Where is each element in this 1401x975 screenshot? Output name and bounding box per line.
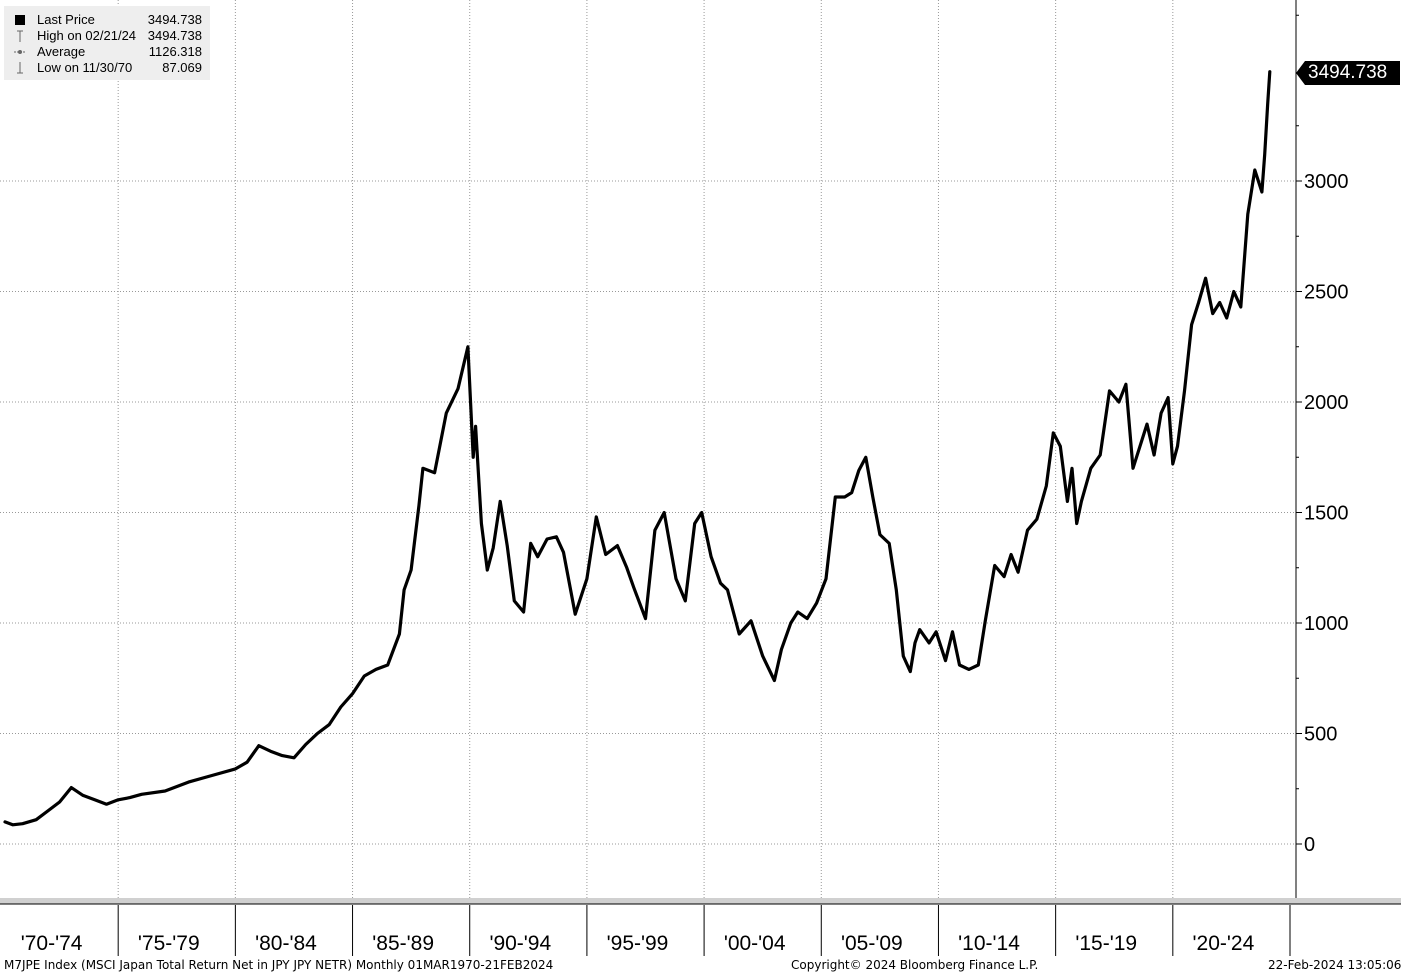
y-tick-label: 2500 — [1304, 282, 1349, 304]
x-tick-label: '80-'84 — [255, 932, 317, 955]
x-tick-label: '10-'14 — [958, 932, 1020, 955]
legend-value: 3494.738 — [147, 12, 202, 27]
legend: Last Price 3494.738 High on 02/21/24 349… — [4, 6, 210, 80]
series-line[interactable] — [3, 70, 1272, 827]
x-tick-label: '70-'74 — [21, 932, 83, 955]
high-marker-icon — [17, 30, 23, 42]
legend-value: 3494.738 — [147, 28, 202, 43]
y-tick-label: 3000 — [1304, 171, 1349, 193]
y-tick-labels: 0 500 1000 1500 2000 2500 3000 — [1304, 171, 1349, 856]
x-tick-label: '05-'09 — [841, 932, 903, 955]
y-tick-label: 0 — [1304, 834, 1315, 856]
footer-right: 22-Feb-2024 13:05:06 — [1268, 958, 1401, 972]
y-tick-label: 1500 — [1304, 503, 1349, 525]
x-tick-label: '95-'99 — [607, 932, 669, 955]
tag-shape-icon — [1296, 61, 1400, 85]
legend-value: 1126.318 — [148, 44, 202, 59]
last-price-tag: 3494.738 — [1296, 60, 1400, 86]
y-tick-label: 2000 — [1304, 392, 1349, 414]
legend-item-last-price[interactable]: Last Price 3494.738 — [4, 12, 210, 28]
x-tick-label: '90-'94 — [489, 932, 551, 955]
last-price-tag-value: 3494.738 — [1308, 62, 1388, 83]
legend-item-low[interactable]: Low on 11/30/70 87.069 — [4, 60, 210, 76]
x-tick-label: '15-'19 — [1075, 932, 1137, 955]
legend-value: 87.069 — [162, 60, 202, 75]
legend-label: Average — [37, 44, 86, 59]
x-tick-label: '20-'24 — [1193, 932, 1255, 955]
legend-label: High on 02/21/24 — [37, 28, 137, 43]
legend-label: Low on 11/30/70 — [37, 60, 133, 75]
low-marker-icon — [17, 62, 23, 74]
legend-item-average[interactable]: Average 1126.318 — [4, 44, 210, 60]
footer-left: M7JPE Index (MSCI Japan Total Return Net… — [4, 958, 554, 972]
series-layer — [3, 70, 1272, 827]
x-tick-labels: '70-'74 '75-'79 '80-'84 '85-'89 '90-'94 '95-'… — [21, 932, 1255, 955]
footer-center: Copyright© 2024 Bloomberg Finance L.P. — [791, 958, 1039, 972]
average-marker-icon — [14, 50, 26, 54]
legend-item-high[interactable]: High on 02/21/24 3494.738 — [4, 28, 210, 44]
x-tick-label: '85-'89 — [372, 932, 434, 955]
x-tick-label: '00-'04 — [724, 932, 786, 955]
x-tick-label: '75-'79 — [138, 932, 200, 955]
y-tick-label: 500 — [1304, 724, 1337, 746]
y-tick-label: 1000 — [1304, 613, 1349, 635]
legend-label: Last Price — [37, 12, 95, 27]
grid — [0, 0, 1296, 898]
x-axis-band — [0, 898, 1401, 904]
filled-square-icon — [15, 15, 25, 25]
